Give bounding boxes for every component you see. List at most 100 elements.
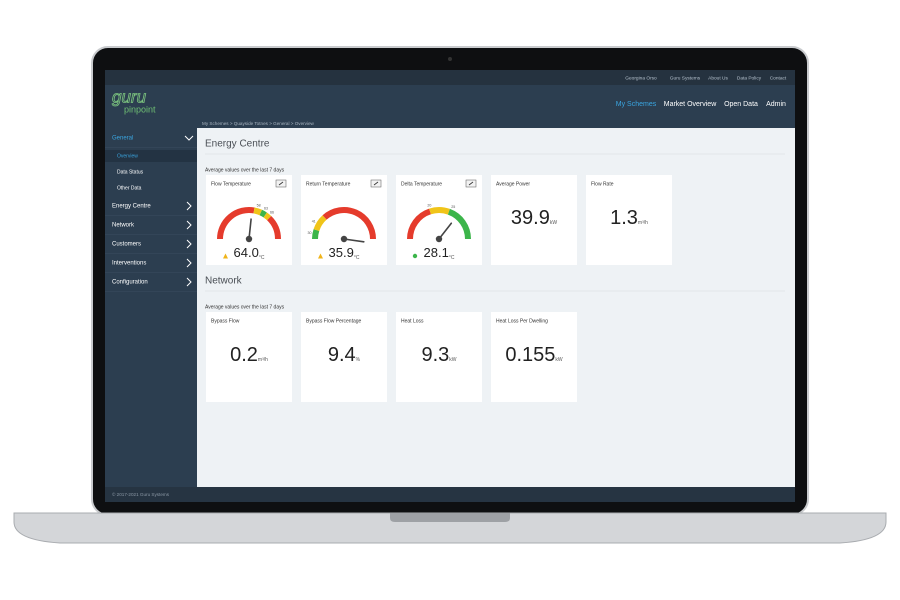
- top-link[interactable]: About Us: [708, 75, 728, 81]
- sidebar-item[interactable]: Network: [112, 223, 135, 229]
- card-bg: [206, 312, 292, 402]
- sidebar-item[interactable]: Configuration: [112, 280, 148, 286]
- chevron: [186, 258, 192, 268]
- gauge-band: [253, 207, 263, 216]
- gauge-hub: [340, 235, 348, 243]
- metric-card[interactable]: Average Power 39.9kW: [491, 175, 577, 265]
- logo-primary[interactable]: guru: [112, 87, 147, 107]
- gauge-band: [217, 207, 255, 240]
- value: 0.2: [230, 344, 258, 366]
- metric-card[interactable]: Heat Loss Per Dwelling 0.155kW: [491, 312, 577, 402]
- unit: °C: [259, 255, 265, 261]
- value: 9.4: [328, 344, 356, 366]
- warning-icon: [223, 253, 228, 259]
- nav-link[interactable]: My Schemes: [616, 101, 657, 108]
- gauge-label: 30: [308, 231, 312, 235]
- card-value: 39.9kW: [511, 207, 557, 229]
- selection-pointer: [197, 146, 201, 154]
- chevron: [184, 135, 194, 141]
- card-value: 35.9°C: [329, 245, 360, 261]
- section-subtitle: Average values over the last 7 days: [205, 167, 285, 173]
- card-bg: [396, 175, 482, 265]
- gauge-hub: [245, 235, 253, 243]
- card-title: Bypass Flow: [211, 318, 240, 324]
- gauge-label: 20: [427, 203, 431, 207]
- card-title: Flow Rate: [591, 181, 614, 187]
- card-title: Heat Loss Per Dwelling: [496, 318, 548, 324]
- card-title: Average Power: [496, 181, 530, 187]
- metric-card[interactable]: Return Temperature 35.9°C 41 30: [301, 175, 387, 265]
- laptop-notch: [390, 513, 510, 522]
- card-title: Heat Loss: [401, 318, 424, 324]
- top-link[interactable]: Contact: [770, 75, 787, 81]
- metric-card[interactable]: Flow Rate 1.3m³/h: [586, 175, 672, 265]
- metric-card[interactable]: Bypass Flow Percentage 9.4%: [301, 312, 387, 402]
- card-title: Bypass Flow Percentage: [306, 318, 362, 324]
- value: 9.3: [421, 344, 449, 366]
- section-title: Network: [205, 276, 243, 287]
- gauge-label: 58: [257, 203, 261, 207]
- unit: °C: [449, 255, 455, 261]
- edit-icon: [278, 181, 284, 186]
- unit: kW: [449, 357, 457, 363]
- chevron: [186, 201, 192, 211]
- gauge-needle: [438, 222, 453, 240]
- card-bg: [491, 312, 577, 402]
- chevron: [186, 239, 192, 249]
- card-value: 9.3kW: [421, 344, 456, 366]
- sidebar-item[interactable]: General: [112, 136, 133, 142]
- metric-card[interactable]: Bypass Flow 0.2m³/h: [206, 312, 292, 402]
- warning-icon: [318, 253, 323, 259]
- card-title: Flow Temperature: [211, 181, 251, 187]
- nav-link[interactable]: Admin: [766, 101, 786, 108]
- card-value: 0.155kW: [505, 344, 563, 366]
- top-link[interactable]: Georgina Orso: [625, 75, 657, 81]
- gauge-hub: [435, 235, 443, 243]
- sidebar-subitem[interactable]: Other Data: [117, 185, 142, 191]
- sidebar-subitem[interactable]: Data Status: [117, 169, 144, 175]
- top-link[interactable]: Guru Systems: [670, 75, 701, 81]
- gauge-label: 66: [270, 211, 274, 215]
- value: 39.9: [511, 207, 550, 229]
- footer-text: © 2017-2021 Guru Systems: [112, 491, 170, 497]
- card-value: 0.2m³/h: [230, 344, 268, 366]
- card-bg: [301, 175, 387, 265]
- nav-link[interactable]: Market Overview: [664, 101, 717, 108]
- metric-card[interactable]: Heat Loss 9.3kW: [396, 312, 482, 402]
- gauge-band: [313, 215, 327, 232]
- selected-row: [105, 150, 197, 162]
- sidebar-item[interactable]: Energy Centre: [112, 204, 151, 210]
- metric-card[interactable]: Delta Temperature 28.1°C 20 25: [396, 175, 482, 265]
- gauge-band: [429, 207, 450, 215]
- gauge-band: [266, 215, 281, 240]
- unit: m³/h: [638, 220, 648, 226]
- edit-icon: [468, 181, 474, 186]
- sidebar-item[interactable]: Interventions: [112, 261, 146, 267]
- status-dot: [412, 253, 418, 259]
- gauge-band: [312, 229, 320, 240]
- section-title: Energy Centre: [205, 139, 270, 150]
- card-value: 1.3m³/h: [610, 207, 648, 229]
- breadcrumb: My Schemes > Quayside Totnes > General >…: [202, 121, 315, 126]
- card-value: 9.4%: [328, 344, 361, 366]
- card-title: Return Temperature: [306, 181, 351, 187]
- gauge-band: [407, 208, 432, 240]
- top-link[interactable]: Data Policy: [737, 75, 762, 81]
- chevron: [186, 220, 192, 230]
- card-title: Delta Temperature: [401, 181, 442, 187]
- nav-link[interactable]: Open Data: [724, 101, 758, 108]
- card-bg: [396, 312, 482, 402]
- footer-bar: [105, 487, 795, 502]
- gauge-label: 41: [312, 219, 316, 223]
- sidebar-item[interactable]: Customers: [112, 242, 141, 248]
- value: 28.1: [424, 245, 449, 260]
- chevron: [186, 277, 192, 287]
- logo-secondary[interactable]: pinpoint: [124, 104, 156, 114]
- value: 64.0: [234, 245, 259, 260]
- unit: °C: [354, 255, 360, 261]
- unit: m³/h: [258, 357, 268, 363]
- sidebar-subitem[interactable]: Overview: [117, 153, 138, 159]
- value: 1.3: [610, 207, 638, 229]
